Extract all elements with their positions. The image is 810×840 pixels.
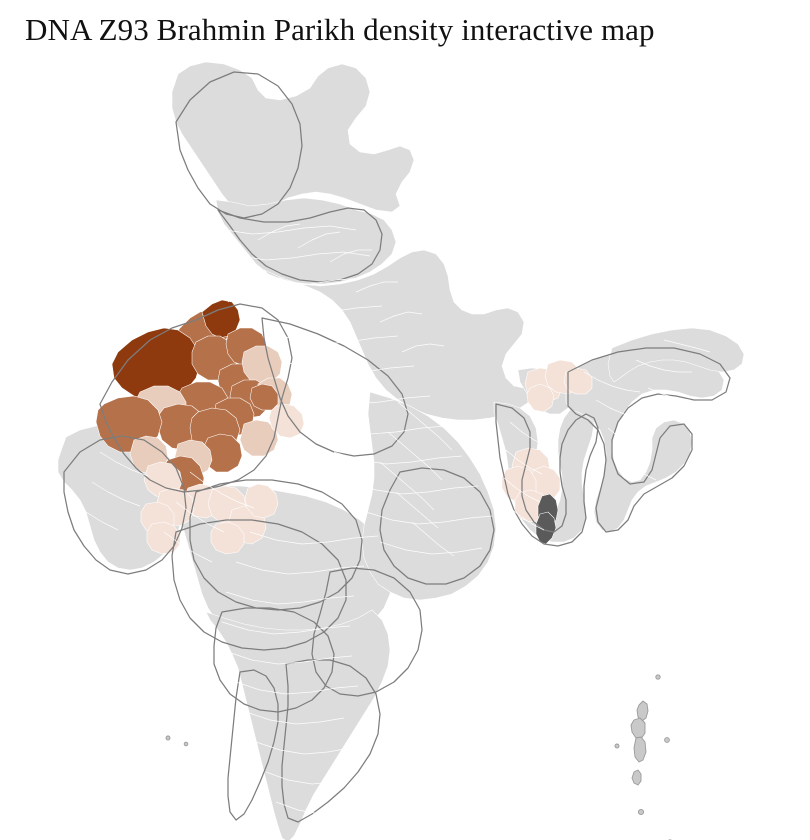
island-andaman-north[interactable] bbox=[636, 700, 649, 722]
state-border-up bbox=[262, 318, 408, 456]
district-bikaner[interactable] bbox=[112, 328, 200, 400]
district-cooch-behar[interactable] bbox=[564, 368, 592, 394]
state-border-ne bbox=[568, 348, 730, 532]
district-dewas[interactable] bbox=[245, 484, 278, 518]
district-region[interactable] bbox=[608, 328, 744, 382]
state-border-jk bbox=[176, 72, 302, 218]
page-title: DNA Z93 Brahmin Parikh density interacti… bbox=[25, 12, 655, 47]
state-border-ap bbox=[312, 568, 422, 696]
island-lakshadweep-2[interactable] bbox=[183, 741, 189, 747]
state-border-mp bbox=[190, 480, 362, 610]
state-border-tn bbox=[282, 660, 380, 822]
district-kota[interactable] bbox=[240, 420, 278, 456]
islands-group[interactable] bbox=[165, 674, 672, 840]
state-border-odisha bbox=[380, 468, 494, 584]
district-south-24-parganas[interactable] bbox=[536, 512, 556, 544]
island-dot-2[interactable] bbox=[664, 737, 670, 743]
district-region[interactable] bbox=[172, 62, 414, 214]
district-region[interactable] bbox=[206, 610, 390, 840]
state-border-kerala bbox=[228, 670, 278, 820]
district-sikkim[interactable] bbox=[527, 384, 554, 412]
india-choropleth-svg[interactable] bbox=[0, 52, 810, 840]
district-ahmedabad[interactable] bbox=[147, 522, 180, 554]
island-dot-1[interactable] bbox=[655, 674, 661, 680]
district-region[interactable] bbox=[362, 392, 496, 600]
district-dausa[interactable] bbox=[250, 384, 278, 410]
state-border-wb bbox=[496, 404, 598, 546]
state-border-rajasthan bbox=[100, 304, 292, 492]
island-nicobar-north[interactable] bbox=[631, 769, 642, 786]
state-boundaries-group bbox=[64, 72, 730, 822]
state-border-karnataka bbox=[214, 608, 334, 712]
island-andaman-south[interactable] bbox=[633, 736, 647, 763]
district-gwalior[interactable] bbox=[269, 404, 304, 438]
state-border-hp-punjab bbox=[218, 208, 382, 282]
map-canvas[interactable] bbox=[0, 52, 810, 840]
island-dot-3[interactable] bbox=[614, 743, 620, 749]
island-dot-4[interactable] bbox=[637, 808, 645, 816]
island-lakshadweep-1[interactable] bbox=[165, 735, 171, 741]
district-grain-group bbox=[85, 221, 711, 815]
district-hanumangarh[interactable] bbox=[202, 300, 240, 338]
